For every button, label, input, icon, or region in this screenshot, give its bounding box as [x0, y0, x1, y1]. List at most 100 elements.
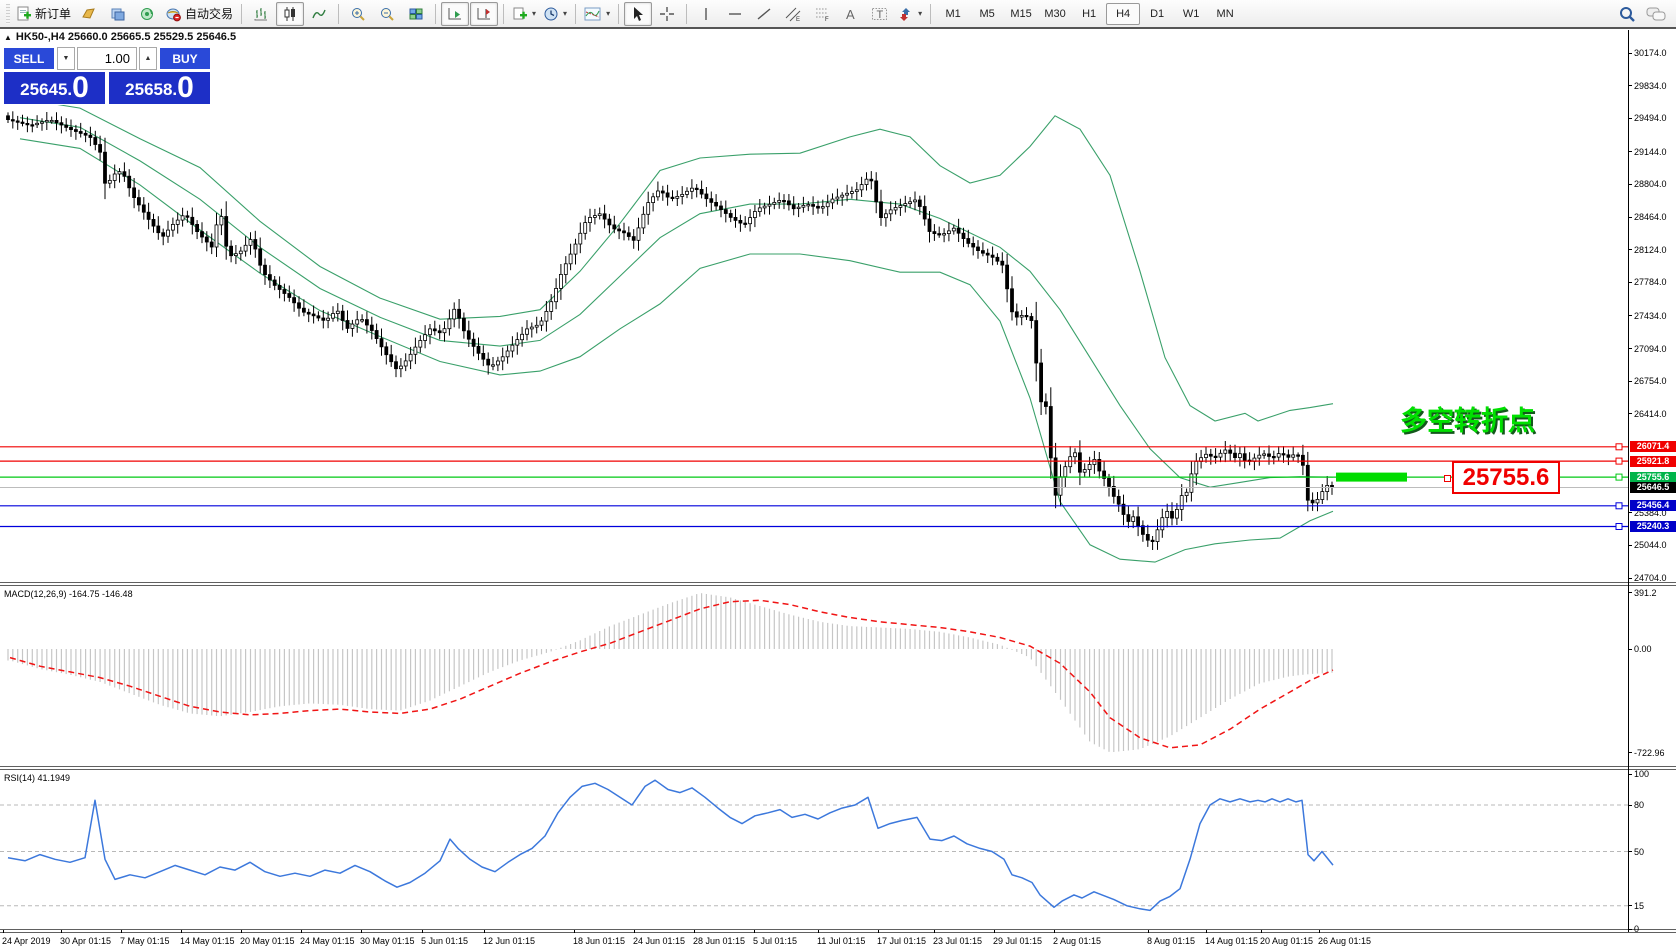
svg-text:E: E: [796, 17, 800, 22]
time-axis-label: 17 Jul 01:15: [877, 936, 927, 946]
timeframe-button-M1[interactable]: M1: [945, 7, 961, 20]
add-indicator-button[interactable]: ▾: [509, 2, 539, 26]
zoom-out-button[interactable]: [373, 2, 401, 26]
level-price-callout[interactable]: 25755.6: [1452, 461, 1560, 494]
time-axis-label: 30 Apr 01:15: [60, 936, 112, 946]
rsi-tick-label: 100: [1634, 769, 1650, 779]
timeframe-button-H4[interactable]: H4: [1106, 2, 1141, 25]
buy-button[interactable]: BUY: [159, 47, 211, 70]
rsi-line: [7, 779, 1334, 912]
sell-button[interactable]: SELL: [3, 47, 55, 70]
text-icon: A: [846, 7, 855, 22]
bollinger-upper-band: [19, 97, 1334, 422]
chart-shift-button[interactable]: [470, 1, 499, 26]
line-chart-button[interactable]: [305, 2, 333, 26]
horizontal-line-button[interactable]: [721, 2, 749, 26]
period-button[interactable]: ▾: [540, 2, 570, 26]
text-label-button[interactable]: T: [866, 2, 894, 26]
price-tick-label: 25044.0: [1634, 540, 1667, 551]
vertical-line-icon: [705, 7, 707, 20]
chat-icon[interactable]: [1646, 5, 1666, 23]
timeframe-button-D1[interactable]: D1: [1150, 7, 1165, 20]
zoom-in-button[interactable]: [344, 2, 372, 26]
volume-decrease-button[interactable]: ▼: [57, 47, 75, 70]
toolbar-grip[interactable]: [6, 3, 10, 24]
new-order-label: 新订单: [35, 7, 72, 21]
timeframe-button-M15[interactable]: M15: [1010, 7, 1032, 20]
buy-price-tile[interactable]: 25658. 0: [108, 71, 211, 105]
main-chart-canvas[interactable]: [0, 30, 1628, 582]
trade-panel-controls: SELL ▼ ▲ BUY: [3, 47, 211, 70]
text-button[interactable]: A: [837, 2, 865, 26]
search-icon[interactable]: [1618, 5, 1636, 23]
new-order-button[interactable]: 新订单: [13, 2, 74, 26]
toolbar-separator: [435, 3, 437, 24]
indicators-button[interactable]: ▾: [581, 2, 613, 26]
rsi-pane-canvas[interactable]: [0, 770, 1628, 929]
main-toolbar: 新订单 自动交易: [0, 0, 1676, 27]
level-line-handle[interactable]: [1615, 443, 1623, 451]
arrows-button[interactable]: ▾: [895, 2, 925, 26]
level-line-handle[interactable]: [1615, 523, 1623, 530]
level-line-handle[interactable]: [1615, 502, 1623, 510]
cursor-button[interactable]: [624, 1, 653, 26]
time-axis-label: 30 May 01:15: [360, 936, 415, 946]
time-axis-label: 24 Apr 2019: [2, 936, 51, 946]
period-clock-icon: [544, 7, 558, 20]
pane-splitter[interactable]: [0, 766, 1676, 770]
time-axis-label: 28 Jun 01:15: [693, 936, 746, 946]
tile-windows-button[interactable]: [402, 2, 430, 26]
timeframe-button-H1[interactable]: H1: [1082, 7, 1097, 20]
collapse-triangle-icon: ▲: [4, 32, 12, 42]
pane-splitter[interactable]: [0, 929, 1676, 933]
timeframe-button-W1[interactable]: W1: [1182, 7, 1200, 20]
volume-input[interactable]: [77, 47, 137, 70]
price-tick-label: 28464.0: [1634, 212, 1667, 223]
bollinger-lower-band: [19, 138, 1334, 563]
equidistant-channel-button[interactable]: E: [779, 2, 807, 26]
autotrading-button[interactable]: 自动交易: [162, 2, 236, 26]
horizontal-line-icon: [729, 12, 742, 15]
time-axis-label: 26 Aug 01:15: [1318, 936, 1372, 946]
timeframe-button-M30[interactable]: M30: [1044, 7, 1066, 20]
time-axis-label: 23 Jul 01:15: [933, 936, 983, 946]
level-price-label: 25456.4: [1630, 500, 1676, 512]
price-tick-label: 25384.0: [1634, 507, 1667, 518]
vertical-line-button[interactable]: [692, 2, 720, 26]
new-chart-button[interactable]: [75, 2, 103, 26]
time-axis-label: 24 Jun 01:15: [633, 936, 686, 946]
autotrading-icon: [166, 8, 181, 21]
timeframe-button-M5[interactable]: M5: [979, 7, 995, 20]
macd-pane-canvas[interactable]: [0, 586, 1628, 766]
auto-scroll-button[interactable]: [441, 1, 470, 26]
time-axis-label: 14 Aug 01:15: [1205, 936, 1259, 946]
bar-chart-button[interactable]: [247, 2, 275, 26]
cursor-icon: [634, 6, 644, 21]
level-price-label: 25240.3: [1630, 521, 1676, 533]
candlestick-chart-button[interactable]: [276, 1, 305, 26]
candles: [6, 111, 1334, 550]
level-line-handle[interactable]: [1615, 473, 1623, 481]
turning-point-annotation[interactable]: 多空转折点: [1400, 406, 1535, 436]
add-indicator-icon: [513, 7, 528, 19]
chart-window-title[interactable]: ▲ HK50-,H4 25660.0 25665.5 25529.5 25646…: [4, 31, 236, 43]
new-chart-icon: [82, 7, 95, 19]
pane-splitter[interactable]: [0, 582, 1676, 586]
time-axis-label: 2 Aug 01:15: [1053, 936, 1102, 946]
level-line-handle[interactable]: [1615, 457, 1623, 465]
highlighted-level-segment[interactable]: [1336, 472, 1407, 482]
fibonacci-button[interactable]: F: [808, 2, 836, 26]
time-axis-label: 29 Jul 01:15: [993, 936, 1043, 946]
fibonacci-icon: F: [815, 8, 829, 22]
volume-increase-button[interactable]: ▲: [139, 47, 157, 70]
crosshair-button[interactable]: [653, 2, 681, 26]
trendline-button[interactable]: [750, 2, 778, 26]
data-window-button[interactable]: [133, 2, 161, 26]
rsi-indicator-label: RSI(14) 41.1949: [4, 773, 71, 783]
profiles-button[interactable]: [104, 2, 132, 26]
timeframe-button-MN[interactable]: MN: [1216, 7, 1234, 20]
price-tick-label: 28804.0: [1634, 179, 1667, 190]
price-tick-label: 27094.0: [1634, 343, 1667, 354]
toolbar-right-group: [1618, 5, 1666, 23]
sell-price-tile[interactable]: 25645. 0: [3, 71, 106, 105]
